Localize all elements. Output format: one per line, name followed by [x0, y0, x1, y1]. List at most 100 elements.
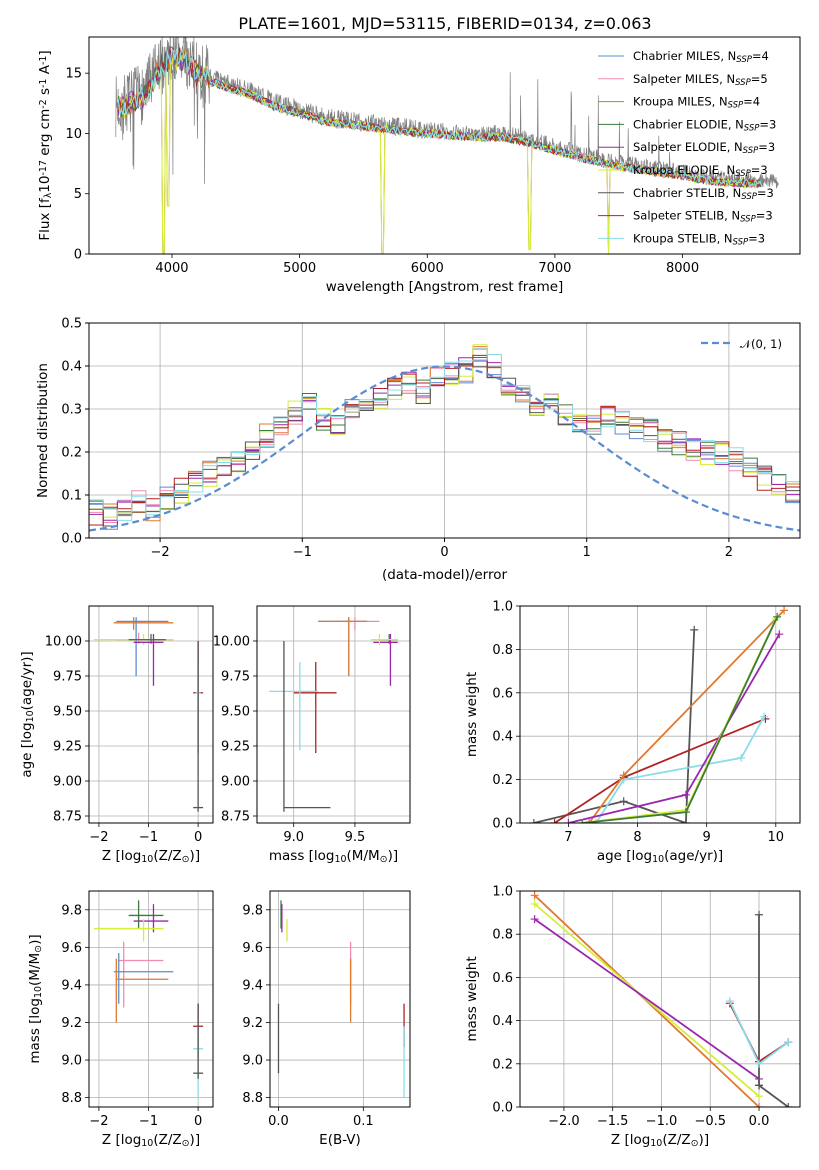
y-tick-label: 0.2: [492, 773, 513, 788]
mass-weight-line-chabrier_stelib: [533, 629, 696, 823]
residual-histogram-kroupa_elodie: [89, 344, 800, 518]
y-tick-label: 0.4: [492, 730, 513, 745]
y-tick-label: 0.0: [61, 532, 82, 547]
y-tick-label: 9.4: [242, 978, 263, 993]
x-tick-label: 9.5: [345, 830, 366, 845]
plus-marker: [529, 819, 538, 823]
x-axis-label: Z [log10(Z/Z⊙)]: [102, 848, 200, 865]
x-tick-label: −1.5: [597, 1114, 629, 1129]
y-tick-label: 9.0: [242, 1054, 263, 1069]
y-tick-label: 10.00: [213, 635, 250, 650]
residual-histogram-salpeter_miles: [89, 359, 800, 523]
y-tick-label: 9.8: [242, 903, 263, 918]
residual-histogram-kroupa_stelib: [89, 354, 800, 521]
x-tick-label: 8000: [666, 261, 699, 276]
y-tick-label: 10: [65, 127, 82, 142]
plus-marker: [725, 997, 734, 1006]
plus-marker: [619, 797, 628, 806]
y-tick-label: 0.6: [492, 686, 513, 701]
axes-frame: [88, 36, 801, 255]
x-tick-label: −2: [89, 830, 108, 845]
y-tick-label: 0.4: [492, 1014, 513, 1029]
plot-area: [520, 891, 800, 1107]
legend-label: Chabrier ELODIE, NSSP=3: [633, 117, 776, 133]
plus-marker: [755, 910, 764, 919]
legend-label: Salpeter MILES, NSSP=5: [633, 72, 768, 88]
plus-marker: [585, 819, 594, 823]
x-tick-label: −2.0: [548, 1114, 580, 1129]
residual-legend: 𝒩(0, 1): [701, 337, 782, 351]
x-tick-label: 0.0: [268, 1114, 289, 1129]
x-axis-label: (data-model)/error: [382, 567, 508, 583]
x-axis-label: Z [log10(Z/Z⊙)]: [611, 1132, 709, 1149]
axes-frame: [88, 605, 214, 824]
legend-label: Kroupa ELODIE, NSSP=3: [633, 163, 768, 179]
plus-marker: [755, 1059, 764, 1068]
x-axis-label: wavelength [Angstrom, rest frame]: [326, 279, 564, 295]
axes-frame: [88, 890, 214, 1108]
legend-label: Chabrier STELIB, NSSP=3: [633, 186, 774, 202]
y-tick-label: 0.8: [492, 643, 513, 658]
plot-area: [89, 606, 213, 823]
plus-marker: [760, 712, 769, 721]
axes-residuals: −2 −1 0 1 2 0.0 0.1 0.2 0.3 0.4 0.5 (data-model)/er…: [35, 317, 801, 583]
y-tick-label: 1.0: [492, 600, 513, 615]
x-axis-label: Z [log10(Z/Z⊙)]: [102, 1132, 200, 1149]
x-axis-label: E(B-V): [319, 1132, 361, 1148]
plus-marker: [592, 819, 601, 823]
y-tick-label: 8.8: [242, 1091, 263, 1106]
y-axis-label: age [log10(age/yr)]: [19, 651, 36, 777]
y-tick-label: 0.1: [61, 489, 82, 504]
legend-label: Kroupa STELIB, NSSP=3: [633, 231, 765, 247]
legend-label: Salpeter STELIB, NSSP=3: [633, 209, 773, 225]
axes-mass_vs_Z: −2 −1 0 8.8 9.0 9.2 9.4 9.6 9.8 Z [log10(Z/Z⊙)] ma…: [27, 890, 214, 1149]
y-tick-label: 9.2: [242, 1016, 263, 1031]
y-axis-label: Normed distribution: [35, 363, 51, 498]
x-tick-label: 7000: [538, 261, 571, 276]
x-tick-label: 4000: [155, 261, 188, 276]
plus-marker: [530, 891, 539, 900]
y-tick-label: 0.0: [492, 1101, 513, 1116]
axes-frame: [269, 890, 411, 1108]
model-spectrum-salpeter_stelib: [118, 46, 763, 188]
x-axis-label: mass [log10(M/M⊙)]: [269, 848, 398, 865]
x-tick-label: 0: [194, 830, 202, 845]
x-axis-label: age [log10(age/yr)]: [597, 848, 723, 865]
plus-marker: [550, 819, 559, 823]
plus-marker: [530, 915, 539, 924]
plus-marker: [681, 790, 690, 799]
x-tick-label: 1: [583, 545, 591, 560]
x-tick-label: −1: [293, 545, 312, 560]
y-tick-label: 10.00: [45, 635, 82, 650]
y-tick-label: 9.4: [61, 978, 82, 993]
axes-spectrum: 4000 5000 6000 7000 8000 0 5 10 15 wavelength [An…: [37, 36, 801, 295]
y-axis-label: mass weight: [464, 956, 480, 1041]
plot-area: [270, 891, 410, 1107]
axes-frame: [519, 605, 801, 824]
x-tick-label: −1.0: [646, 1114, 678, 1129]
x-tick-label: 0.0: [749, 1114, 770, 1129]
y-tick-label: 9.50: [53, 705, 82, 720]
y-tick-label: 0.5: [61, 317, 82, 332]
x-tick-label: 8: [633, 830, 641, 845]
y-tick-label: 0.4: [61, 360, 82, 375]
y-tick-label: 9.00: [53, 775, 82, 790]
mass-weight-line-salpeter_stelib: [554, 717, 766, 823]
x-tick-label: 10: [768, 830, 785, 845]
y-tick-label: 9.00: [221, 775, 250, 790]
y-tick-label: 5: [74, 187, 82, 202]
axes-mass_vs_ebv: 0.0 0.1 8.8 9.0 9.2 9.4 9.6 9.8 E(B-V): [242, 890, 411, 1148]
plot-area: [115, 37, 779, 254]
y-tick-label: 1.0: [492, 885, 513, 900]
model-spectrum-kroupa_stelib: [117, 48, 763, 189]
x-tick-label: −1: [139, 1114, 158, 1129]
y-tick-label: 0.2: [61, 446, 82, 461]
spectrum-legend: Chabrier MILES, NSSP=4 Salpeter MILES, NS…: [598, 49, 776, 248]
axes-mass_weight_vs_age: 7 8 9 10 0.0 0.2 0.4 0.6 0.8 1.0 age [log10(age/yr…: [464, 600, 801, 865]
y-tick-label: 9.6: [61, 941, 82, 956]
mass-weight-line-chabrier_stelib: [758, 914, 789, 1107]
mass-weight-line-salpeter_elodie: [568, 633, 781, 823]
y-tick-label: 0.0: [492, 817, 513, 832]
legend-label: Chabrier MILES, NSSP=4: [633, 49, 769, 65]
plus-marker: [755, 1081, 764, 1090]
